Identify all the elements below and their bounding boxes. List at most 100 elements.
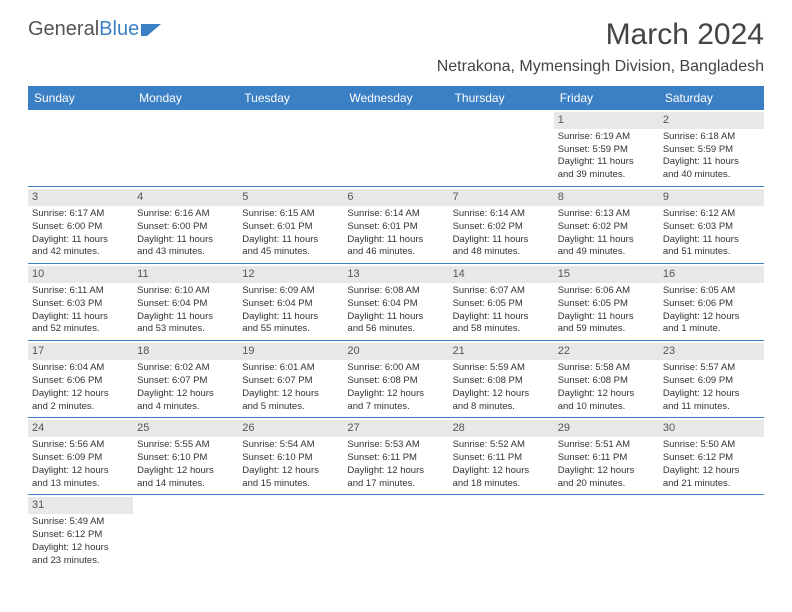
day-info-line: Sunset: 6:05 PM [558,298,655,311]
day-info-line: Sunrise: 6:19 AM [558,131,655,144]
day-info-line: Sunrise: 5:59 AM [453,362,550,375]
day-cell: 25Sunrise: 5:55 AMSunset: 6:10 PMDayligh… [133,418,238,494]
day-header: Saturday [659,86,764,110]
day-info-line: Sunset: 6:11 PM [347,452,444,465]
day-info-line: Daylight: 12 hours [453,465,550,478]
day-cell: 10Sunrise: 6:11 AMSunset: 6:03 PMDayligh… [28,264,133,340]
day-info-line: Daylight: 11 hours [137,311,234,324]
day-number-empty [343,112,448,129]
day-info-line: Sunset: 6:06 PM [32,375,129,388]
day-number: 13 [343,266,448,283]
day-number: 6 [343,189,448,206]
day-info-line: Sunrise: 5:57 AM [663,362,760,375]
day-number: 2 [659,112,764,129]
day-info-line: Sunrise: 6:07 AM [453,285,550,298]
day-info-line: Sunrise: 6:06 AM [558,285,655,298]
day-number: 7 [449,189,554,206]
header: GeneralBlue March 2024 Netrakona, Mymens… [28,18,764,82]
day-cell [133,495,238,571]
day-info-line: and 52 minutes. [32,323,129,336]
day-number-empty [28,112,133,129]
day-number: 19 [238,343,343,360]
day-info-line: Sunset: 6:03 PM [663,221,760,234]
day-info-line: and 2 minutes. [32,401,129,414]
day-info-line: Sunset: 5:59 PM [558,144,655,157]
day-cell: 6Sunrise: 6:14 AMSunset: 6:01 PMDaylight… [343,187,448,263]
day-info-line: and 10 minutes. [558,401,655,414]
day-info-line: Daylight: 12 hours [32,465,129,478]
day-info-line: Daylight: 12 hours [663,388,760,401]
day-cell: 21Sunrise: 5:59 AMSunset: 6:08 PMDayligh… [449,341,554,417]
day-info-line: and 13 minutes. [32,478,129,491]
day-info-line: Sunrise: 6:01 AM [242,362,339,375]
day-info-line: and 40 minutes. [663,169,760,182]
logo-text-2: Blue [99,18,139,41]
day-cell: 17Sunrise: 6:04 AMSunset: 6:06 PMDayligh… [28,341,133,417]
day-number: 12 [238,266,343,283]
day-cell [659,495,764,571]
day-cell: 13Sunrise: 6:08 AMSunset: 6:04 PMDayligh… [343,264,448,340]
day-info-line: Sunset: 6:07 PM [242,375,339,388]
day-info-line: Sunset: 6:01 PM [242,221,339,234]
day-info-line: and 1 minute. [663,323,760,336]
day-number-empty [449,497,554,514]
day-cell [343,110,448,186]
day-number: 11 [133,266,238,283]
day-number: 17 [28,343,133,360]
day-info-line: Sunset: 6:09 PM [32,452,129,465]
day-cell: 23Sunrise: 5:57 AMSunset: 6:09 PMDayligh… [659,341,764,417]
day-info-line: Sunrise: 5:51 AM [558,439,655,452]
day-cell: 28Sunrise: 5:52 AMSunset: 6:11 PMDayligh… [449,418,554,494]
day-info-line: Sunrise: 6:10 AM [137,285,234,298]
day-info-line: Sunrise: 6:13 AM [558,208,655,221]
day-info-line: Sunset: 6:01 PM [347,221,444,234]
day-info-line: Sunrise: 6:02 AM [137,362,234,375]
day-info-line: Sunrise: 5:55 AM [137,439,234,452]
day-info-line: Sunrise: 6:17 AM [32,208,129,221]
day-info-line: and 53 minutes. [137,323,234,336]
week-row: 24Sunrise: 5:56 AMSunset: 6:09 PMDayligh… [28,418,764,495]
day-info-line: and 18 minutes. [453,478,550,491]
day-info-line: Daylight: 12 hours [137,465,234,478]
day-info-line: Sunset: 6:09 PM [663,375,760,388]
logo-text-1: General [28,18,99,41]
day-number: 5 [238,189,343,206]
day-info-line: Daylight: 12 hours [558,388,655,401]
day-number: 4 [133,189,238,206]
day-cell: 15Sunrise: 6:06 AMSunset: 6:05 PMDayligh… [554,264,659,340]
day-number: 8 [554,189,659,206]
day-info-line: Sunset: 6:12 PM [32,529,129,542]
day-number: 1 [554,112,659,129]
day-info-line: Daylight: 11 hours [663,234,760,247]
day-number-empty [659,497,764,514]
day-number-empty [238,497,343,514]
day-info-line: and 49 minutes. [558,246,655,259]
day-number: 26 [238,420,343,437]
day-number: 24 [28,420,133,437]
day-info-line: Sunrise: 6:12 AM [663,208,760,221]
day-number: 28 [449,420,554,437]
day-number-empty [133,112,238,129]
day-info-line: and 42 minutes. [32,246,129,259]
day-info-line: Sunset: 6:02 PM [453,221,550,234]
day-info-line: Daylight: 12 hours [242,388,339,401]
day-info-line: and 11 minutes. [663,401,760,414]
day-info-line: Sunset: 6:08 PM [347,375,444,388]
day-cell: 29Sunrise: 5:51 AMSunset: 6:11 PMDayligh… [554,418,659,494]
day-info-line: Daylight: 12 hours [32,542,129,555]
day-info-line: Sunrise: 6:15 AM [242,208,339,221]
day-info-line: Sunrise: 5:50 AM [663,439,760,452]
day-number: 20 [343,343,448,360]
day-cell: 5Sunrise: 6:15 AMSunset: 6:01 PMDaylight… [238,187,343,263]
day-info-line: and 7 minutes. [347,401,444,414]
day-cell: 11Sunrise: 6:10 AMSunset: 6:04 PMDayligh… [133,264,238,340]
day-info-line: Daylight: 11 hours [558,234,655,247]
day-cell: 18Sunrise: 6:02 AMSunset: 6:07 PMDayligh… [133,341,238,417]
day-number-empty [554,497,659,514]
day-cell [343,495,448,571]
day-info-line: Daylight: 11 hours [32,311,129,324]
day-info-line: Sunrise: 5:49 AM [32,516,129,529]
day-info-line: Daylight: 12 hours [558,465,655,478]
day-info-line: and 4 minutes. [137,401,234,414]
week-row: 17Sunrise: 6:04 AMSunset: 6:06 PMDayligh… [28,341,764,418]
